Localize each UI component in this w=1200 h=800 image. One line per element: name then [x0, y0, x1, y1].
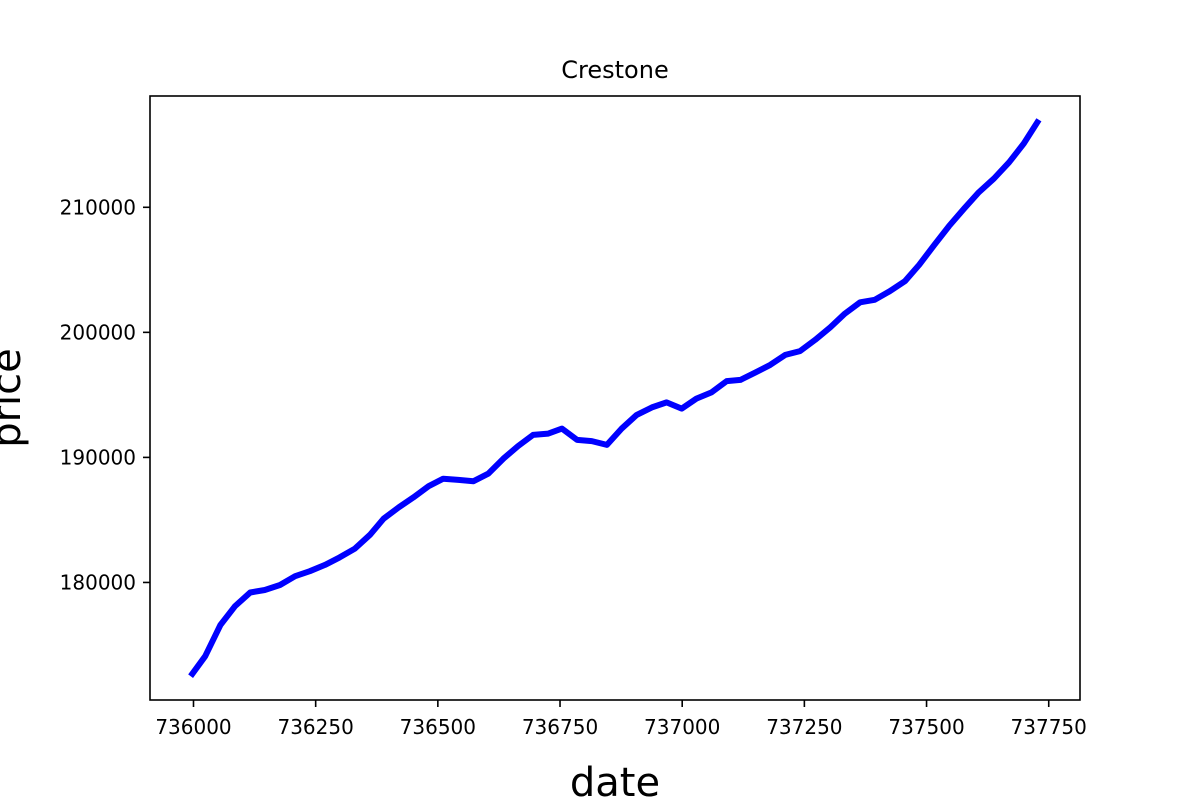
- x-axis-ticks: 736000 736250 736500 736750 737000 737250 7375…: [155, 700, 1087, 739]
- x-tick-label: 737750: [1011, 715, 1087, 739]
- y-tick-label: 190000: [60, 445, 136, 469]
- plot-area: [188, 118, 1042, 678]
- x-tick-label: 736250: [277, 715, 353, 739]
- axes-frame: [149, 95, 1081, 701]
- chart-title: Crestone: [561, 56, 668, 84]
- x-tick-label: 737250: [766, 715, 842, 739]
- x-tick-label: 736000: [155, 715, 231, 739]
- y-tick-label: 200000: [60, 320, 136, 344]
- y-axis-label: price: [0, 348, 30, 448]
- y-tick-label: 210000: [60, 195, 136, 219]
- x-tick-label: 736500: [400, 715, 476, 739]
- x-tick-label: 736750: [522, 715, 598, 739]
- x-axis-label: date: [570, 760, 660, 800]
- y-axis-ticks: 180000 190000 200000 210000: [60, 195, 150, 594]
- x-tick-label: 737500: [888, 715, 964, 739]
- y-tick-label: 180000: [60, 570, 136, 594]
- price-series-line: [188, 118, 1042, 678]
- x-tick-label: 737000: [644, 715, 720, 739]
